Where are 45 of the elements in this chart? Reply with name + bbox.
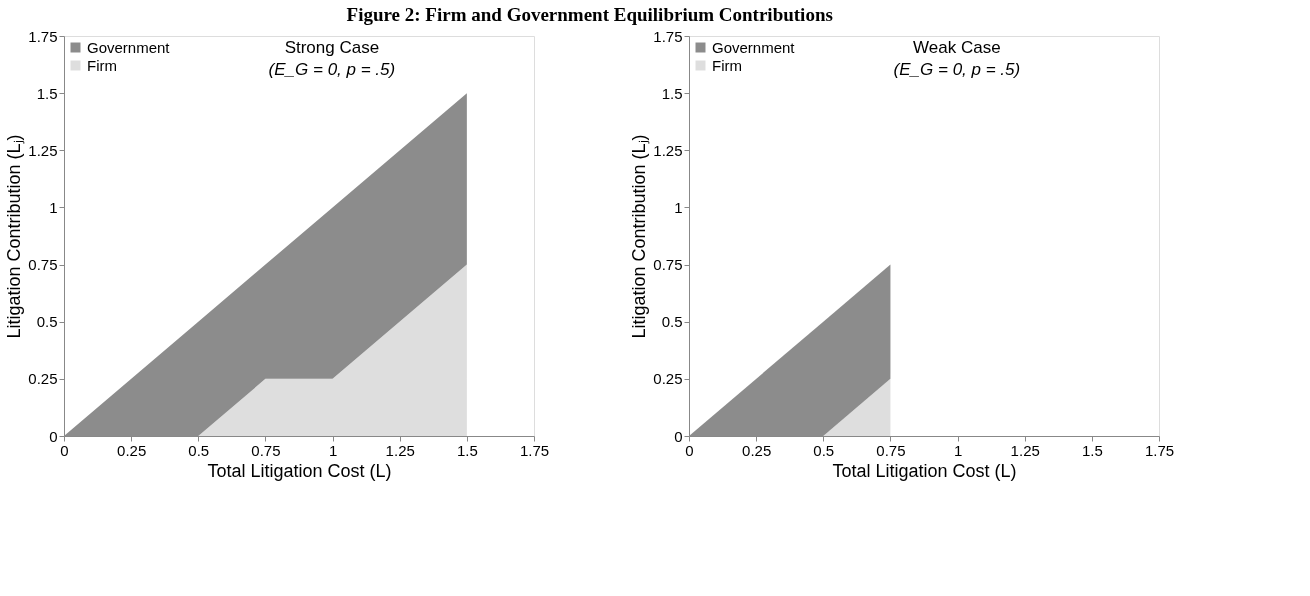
- x-tick-label: 0.5: [188, 441, 210, 459]
- legend-label: Government: [712, 38, 796, 56]
- y-tick-label: 0: [49, 427, 58, 445]
- y-tick-label: 1: [674, 198, 683, 216]
- y-tick-label: 0.5: [661, 313, 683, 331]
- y-tick-label: 0.75: [653, 256, 683, 274]
- x-tick-label: 1.5: [1081, 441, 1103, 459]
- y-tick-label: 1.25: [653, 141, 683, 159]
- x-axis-title: Total Litigation Cost (L): [207, 460, 392, 481]
- y-axis-title: Litigation Contribution (Lⱼ): [629, 134, 651, 339]
- x-tick-label: 1: [328, 441, 338, 459]
- annotation: (E_G = 0, p = .5): [268, 60, 396, 79]
- y-tick-label: 0.25: [653, 370, 683, 388]
- x-tick-label: 0: [60, 441, 69, 459]
- x-tick-label: 1.25: [385, 441, 415, 459]
- y-axis-title: Litigation Contribution (Lⱼ): [4, 134, 26, 339]
- annotation: (E_G = 0, p = .5): [893, 60, 1021, 79]
- x-tick-label: 0.25: [742, 441, 772, 459]
- text: Figure 2: Firm and Government Equilibrium Contributions: [346, 3, 833, 25]
- legend-label: Government: [87, 38, 171, 56]
- annotation: Weak Case: [913, 38, 1001, 57]
- y-tick-label: 1.75: [28, 27, 58, 45]
- y-tick-label: 0.25: [28, 370, 58, 388]
- x-tick-label: 1.75: [519, 441, 550, 459]
- y-tick-label: 1.75: [653, 27, 683, 45]
- annotation: Strong Case: [284, 38, 380, 57]
- x-tick-label: 1.75: [1144, 441, 1175, 459]
- x-tick-label: 0.75: [251, 441, 281, 459]
- legend-label: Firm: [87, 56, 117, 74]
- x-tick-label: 0.5: [813, 441, 835, 459]
- legend-label: Firm: [712, 56, 742, 74]
- x-tick-label: 1: [953, 441, 963, 459]
- x-tick-label: 0.75: [876, 441, 906, 459]
- y-tick-label: 0.5: [36, 313, 58, 331]
- y-tick-label: 0.75: [28, 256, 58, 274]
- y-tick-label: 1.5: [36, 84, 58, 102]
- x-axis-title: Total Litigation Cost (L): [832, 460, 1017, 481]
- x-tick-label: 1.25: [1010, 441, 1040, 459]
- x-tick-label: 0.25: [117, 441, 147, 459]
- y-tick-label: 1.25: [28, 141, 58, 159]
- x-tick-label: 0: [685, 441, 694, 459]
- y-tick-label: 0: [674, 427, 683, 445]
- y-tick-label: 1.5: [661, 84, 683, 102]
- y-tick-label: 1: [49, 198, 58, 216]
- x-tick-label: 1.5: [456, 441, 478, 459]
